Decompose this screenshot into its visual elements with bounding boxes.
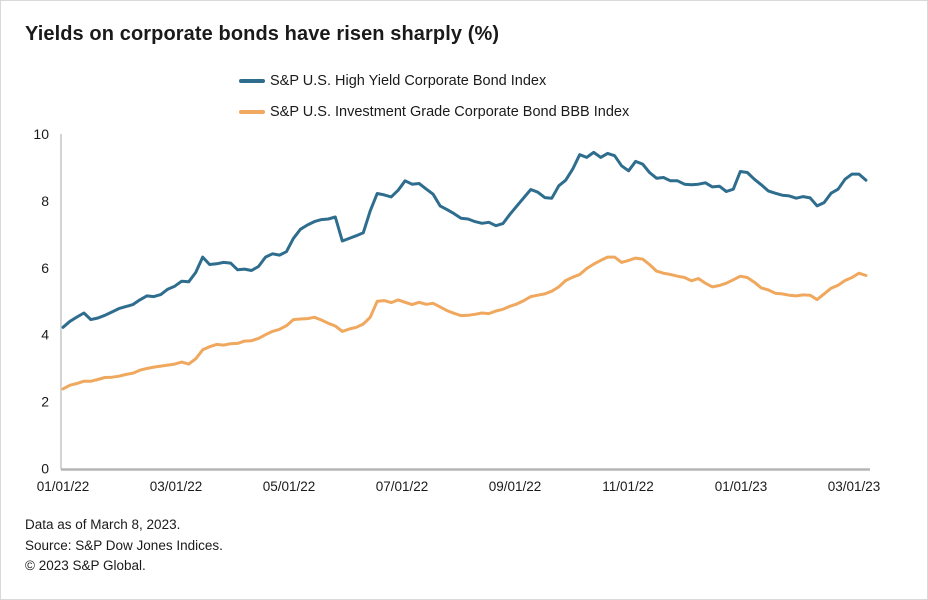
y-tick-label: 4: [41, 327, 49, 343]
y-tick-label: 2: [41, 394, 49, 410]
footnotes: Data as of March 8, 2023. Source: S&P Do…: [25, 515, 223, 577]
footnote-copyright: © 2023 S&P Global.: [25, 558, 146, 573]
x-tick-label: 01/01/22: [37, 479, 90, 494]
legend-label-bbb: S&P U.S. Investment Grade Corporate Bond…: [270, 104, 630, 120]
y-tick-label: 8: [41, 193, 49, 209]
footnote-source: Source: S&P Dow Jones Indices.: [25, 537, 223, 553]
footnote-data-as-of: Data as of March 8, 2023.: [25, 517, 181, 532]
legend-swatch-high-yield-icon: [239, 79, 265, 83]
legend-swatch-bbb-icon: [239, 110, 265, 114]
series-line-high-yield: [61, 150, 868, 329]
x-tick-label: 09/01/22: [489, 479, 542, 494]
series-line-bbb: [61, 255, 868, 391]
legend-item-high-yield: S&P U.S. High Yield Corporate Bond Index: [239, 69, 629, 93]
y-tick-label: 6: [41, 260, 49, 276]
x-tick-label: 03/01/22: [150, 479, 203, 494]
x-tick-label: 07/01/22: [376, 479, 429, 494]
y-tick-label: 0: [41, 461, 49, 477]
y-tick-label: 10: [33, 126, 49, 142]
x-tick-label: 05/01/22: [263, 479, 316, 494]
x-tick-label: 01/01/23: [715, 479, 768, 494]
legend: S&P U.S. High Yield Corporate Bond Index…: [239, 69, 629, 131]
chart-title: Yields on corporate bonds have risen sha…: [25, 23, 500, 45]
x-tick-label: 03/01/23: [828, 479, 881, 494]
legend-label-high-yield: S&P U.S. High Yield Corporate Bond Index: [270, 73, 547, 89]
x-tick-label: 11/01/22: [602, 479, 654, 494]
legend-item-bbb: S&P U.S. Investment Grade Corporate Bond…: [239, 100, 629, 124]
